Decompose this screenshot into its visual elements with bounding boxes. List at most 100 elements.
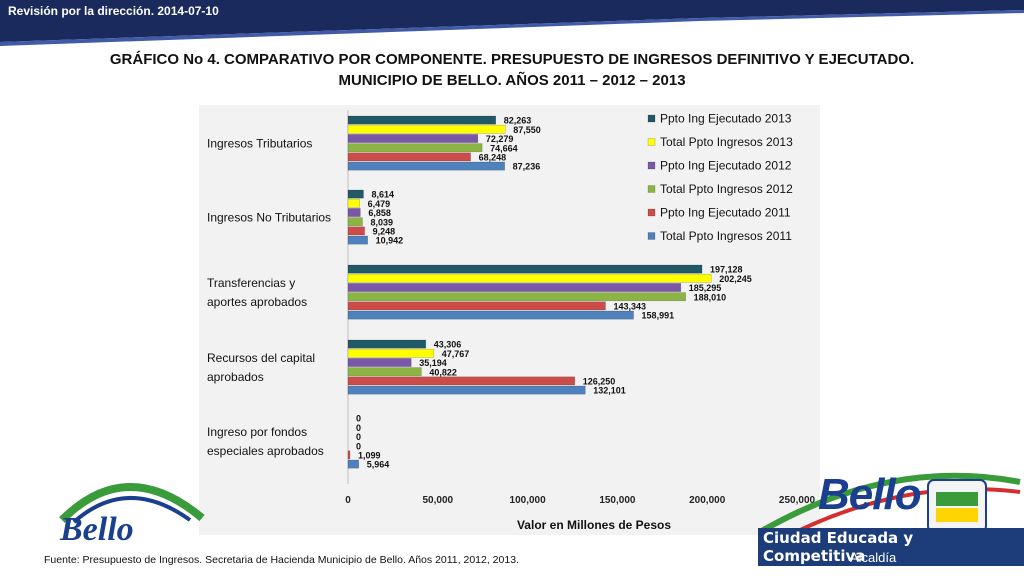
legend-label: Total Ppto Ingresos 2011: [660, 229, 792, 243]
bar: [347, 161, 505, 171]
category-label: Ingresos No Tributarios: [207, 211, 331, 225]
data-label: 0: [356, 432, 361, 442]
data-label: 87,550: [513, 125, 541, 135]
data-label: 68,248: [479, 153, 507, 163]
x-axis-label: Valor en Millones de Pesos: [517, 518, 671, 532]
bar: [347, 134, 479, 143]
bar: [347, 264, 703, 274]
data-label: 202,245: [719, 274, 752, 284]
category-label: Transferencias y: [207, 276, 295, 290]
x-tick-label: 0: [345, 495, 351, 506]
bar: [347, 283, 682, 292]
data-label: 9,248: [373, 227, 396, 237]
brand-subtitle: Alcaldía: [850, 550, 897, 565]
bar: [347, 385, 586, 395]
legend-label: Ppto Ing Ejecutado 2011: [660, 206, 791, 220]
bar: [347, 348, 435, 358]
data-label: 74,664: [490, 143, 518, 153]
x-tick-label: 100,000: [510, 495, 547, 506]
bar: [347, 310, 634, 320]
bar: [347, 376, 576, 386]
shield-band-icon: [936, 492, 978, 506]
bar: [347, 115, 497, 125]
bar: [347, 198, 360, 208]
category-label: aportes aprobados: [207, 295, 307, 309]
chart-panel: [199, 105, 820, 535]
x-tick-label: 150,000: [599, 495, 636, 506]
brand-slogan: Ciudad Educada y Competitiva: [758, 528, 1024, 566]
bar: [347, 124, 506, 134]
bar: [347, 450, 351, 460]
data-label: 82,263: [504, 116, 532, 126]
bar: [347, 152, 471, 162]
data-label: 185,295: [689, 283, 722, 293]
bar: [347, 143, 483, 153]
bello-logo-left: Bello: [59, 483, 205, 548]
x-tick-label: 200,000: [689, 495, 726, 506]
x-tick-label: 250,000: [779, 495, 816, 506]
top-band: [0, 0, 1024, 46]
legend-swatch: [647, 208, 656, 217]
bar: [347, 235, 368, 245]
swoosh-red: [779, 487, 1021, 542]
data-label: 143,343: [613, 302, 646, 312]
swoosh-green: [758, 472, 1021, 535]
logo-arc-green: [59, 483, 205, 523]
category-label: especiales aprobados: [207, 444, 324, 458]
data-label: 132,101: [593, 386, 626, 396]
bar: [347, 217, 363, 227]
bar: [347, 226, 365, 236]
source-note: Fuente: Presupuesto de Ingresos. Secreta…: [44, 554, 519, 566]
data-label: 47,767: [442, 349, 470, 359]
category-label: aprobados: [207, 370, 264, 384]
data-label: 0: [356, 441, 361, 451]
data-label: 8,039: [370, 217, 393, 227]
data-label: 197,128: [710, 265, 743, 275]
bar: [347, 339, 427, 349]
legend-label: Ppto Ing Ejecutado 2013: [660, 112, 792, 126]
data-label: 6,858: [368, 208, 391, 218]
legend-swatch: [647, 114, 656, 123]
legend-label: Ppto Ing Ejecutado 2012: [660, 159, 792, 173]
data-label: 5,964: [367, 460, 390, 470]
data-label: 1,099: [358, 451, 381, 461]
legend-label: Total Ppto Ingresos 2013: [660, 135, 793, 149]
category-label: Ingresos Tributarios: [207, 137, 312, 151]
legend-swatch: [647, 232, 656, 240]
legend-swatch: [647, 161, 656, 170]
bar: [347, 367, 422, 377]
data-label: 6,479: [368, 199, 391, 209]
data-label: 43,306: [434, 340, 462, 350]
bar: [347, 292, 686, 302]
data-label: 126,250: [583, 377, 616, 387]
chart-title-line1: GRÁFICO No 4. COMPARATIVO POR COMPONENTE…: [109, 51, 915, 68]
shield-base-icon: [936, 508, 978, 522]
category-label: Recursos del capital: [207, 351, 315, 365]
data-label: 0: [356, 414, 361, 424]
data-label: 188,010: [694, 292, 727, 302]
chart-title: GRÁFICO No 4. COMPARATIVO POR COMPONENTE…: [60, 49, 964, 91]
brand-name: Bello: [818, 470, 922, 519]
logo-left-text: Bello: [59, 511, 134, 548]
data-label: 158,991: [642, 311, 675, 321]
bar: [347, 358, 412, 367]
bar: [347, 273, 712, 283]
data-label: 87,236: [513, 162, 541, 172]
legend-swatch: [647, 185, 656, 193]
bello-logo-right-swoosh: [758, 472, 1021, 542]
chart-title-line2: MUNICIPIO DE BELLO. AÑOS 2011 – 2012 – 2…: [338, 72, 686, 89]
top-band-shape: [0, 0, 1024, 42]
x-tick-label: 50,000: [423, 495, 454, 506]
top-band-accent: [0, 10, 1024, 46]
data-label: 40,822: [429, 367, 457, 377]
data-label: 10,942: [376, 236, 404, 246]
bar: [347, 208, 361, 217]
legend-label: Total Ppto Ingresos 2012: [660, 182, 793, 196]
bar: [347, 301, 606, 311]
legend-swatch: [647, 138, 656, 146]
data-label: 0: [356, 423, 361, 433]
bar: [347, 189, 364, 199]
logo-arc-blue: [72, 496, 192, 524]
data-label: 35,194: [419, 358, 447, 368]
